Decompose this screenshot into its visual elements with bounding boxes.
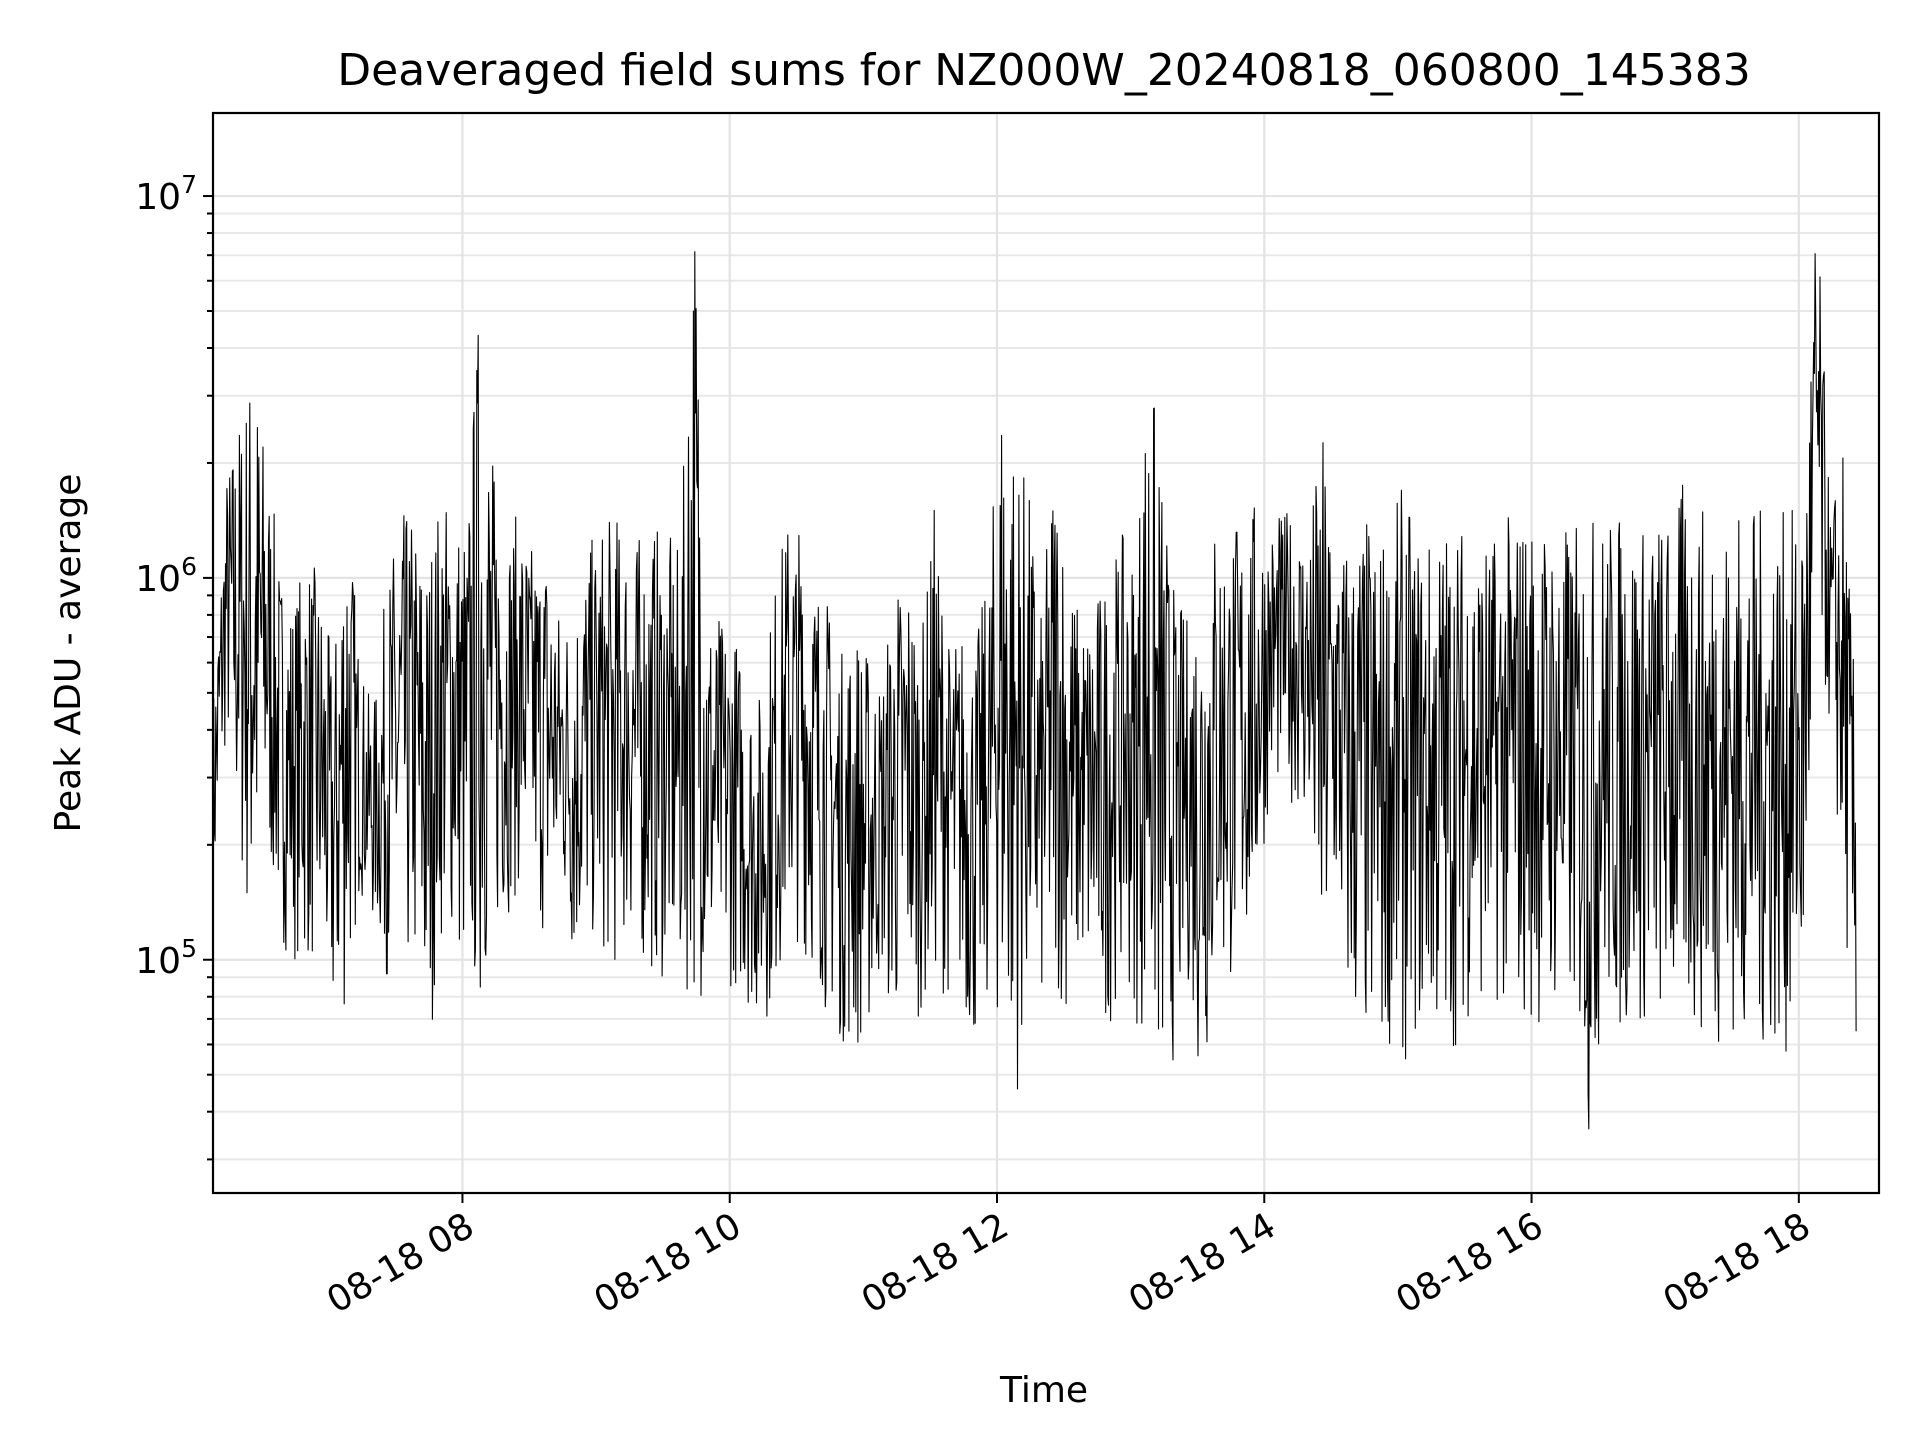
- x-axis-label: Time: [999, 1370, 1088, 1411]
- y-tick-label: 107: [135, 170, 197, 218]
- y-tick-label: 105: [135, 934, 197, 982]
- chart-title: Deaveraged field sums for NZ000W_2024081…: [337, 45, 1750, 96]
- plot-frame: [211, 111, 1881, 1195]
- data-series-line: [213, 251, 1857, 1130]
- y-axis: 105 106 107: [135, 170, 213, 1161]
- y-tick-label: 106: [135, 552, 197, 600]
- y-axis-label: Peak ADU - average: [48, 474, 89, 833]
- series-layer: [213, 251, 1857, 1130]
